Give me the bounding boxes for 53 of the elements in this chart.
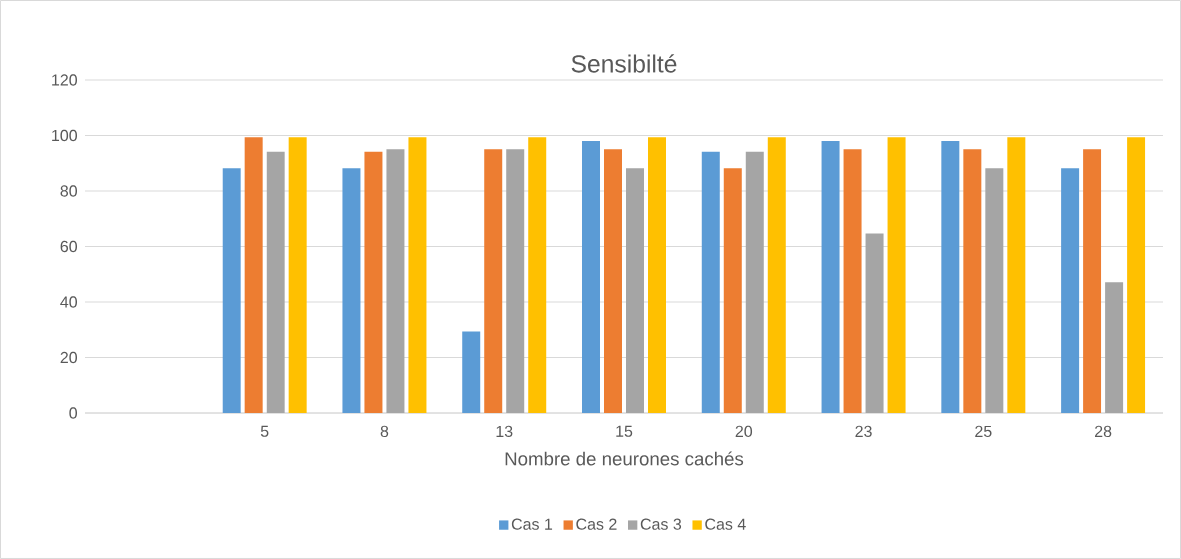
bar [222, 168, 241, 413]
legend-label: Cas 4 [705, 518, 746, 530]
bar [865, 233, 884, 413]
y-tick-label: 20 [60, 351, 78, 364]
bar [484, 149, 503, 413]
bar [266, 151, 285, 413]
bar [462, 331, 481, 413]
chart-title: Sensibilté [571, 54, 677, 73]
bar [1007, 137, 1026, 413]
bar [767, 137, 786, 413]
bar [843, 149, 862, 413]
bar [604, 149, 622, 413]
bar [745, 151, 764, 413]
bar [723, 168, 742, 413]
bar [288, 137, 307, 413]
bar [506, 149, 525, 413]
bar [1061, 168, 1080, 413]
bar [244, 137, 263, 413]
bar [342, 168, 361, 413]
x-axis-title: Nombre de neurones cachés [505, 451, 744, 466]
y-tick-label: 0 [69, 407, 78, 419]
bar [887, 137, 906, 413]
bar [1083, 149, 1102, 413]
x-tick-label: 23 [855, 425, 872, 438]
y-tick-label: 80 [60, 185, 78, 197]
bar [985, 168, 1004, 413]
bar [582, 141, 600, 413]
legend-label: Cas 3 [640, 518, 682, 530]
bar [701, 151, 720, 413]
x-tick-label: 13 [496, 425, 513, 438]
y-tick-label: 100 [52, 129, 78, 142]
bar [408, 137, 427, 413]
bar [1127, 137, 1146, 413]
bar [963, 149, 982, 413]
y-tick-label: 60 [60, 240, 78, 253]
y-tick-label: 120 [52, 74, 78, 86]
x-tick-label: 28 [1095, 425, 1112, 438]
bar [386, 149, 405, 413]
bar [648, 137, 666, 413]
y-tick-label: 40 [60, 296, 78, 308]
x-tick-label: 20 [735, 425, 753, 438]
x-tick-label: 8 [380, 425, 389, 438]
bar [821, 141, 840, 413]
x-tick-label: 25 [975, 425, 992, 438]
legend-label: Cas 1 [511, 518, 553, 530]
legend-label: Cas 2 [576, 518, 617, 530]
x-tick-label: 5 [260, 425, 269, 437]
x-tick-label: 15 [616, 425, 633, 437]
bar [364, 151, 383, 413]
bar [1105, 282, 1124, 413]
bar [941, 141, 960, 413]
bar [626, 168, 644, 413]
bar [528, 137, 547, 413]
